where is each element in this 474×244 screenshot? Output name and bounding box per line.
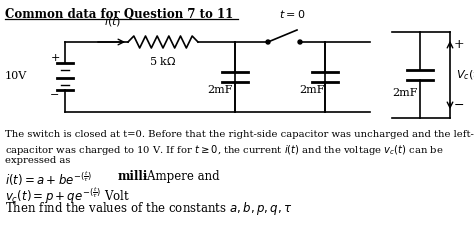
Text: +: + [454,39,465,51]
Text: $i(t) = a + be^{-(\frac{t}{\tau})}$: $i(t) = a + be^{-(\frac{t}{\tau})}$ [5,170,93,188]
Text: 2mF: 2mF [299,85,325,95]
Text: −: − [454,99,465,112]
Text: milli: milli [118,170,148,183]
Text: The switch is closed at t=0. Before that the right-side capacitor was uncharged : The switch is closed at t=0. Before that… [5,130,474,139]
Circle shape [266,40,270,44]
Text: 10V: 10V [5,71,27,81]
Text: 2mF: 2mF [392,88,418,98]
Text: $V_c(t)$: $V_c(t)$ [456,68,474,82]
Text: Then find the values of the constants $a, b, p, q, \tau$: Then find the values of the constants $a… [5,200,292,217]
Text: capacitor was charged to 10 V. If for $t \geq 0$, the current $i(t)$ and the vol: capacitor was charged to 10 V. If for $t… [5,143,444,157]
Text: −: − [50,90,60,100]
Text: Common data for Question 7 to 11: Common data for Question 7 to 11 [5,8,233,21]
Circle shape [298,40,302,44]
Text: $t=0$: $t=0$ [279,8,305,20]
Text: +: + [50,53,60,63]
Text: expressed as: expressed as [5,156,70,165]
Text: 2mF: 2mF [207,85,233,95]
Text: 5 k$\Omega$: 5 k$\Omega$ [149,55,177,67]
Text: $v_c(t) = p + qe^{-(\frac{t}{\tau})}$ Volt: $v_c(t) = p + qe^{-(\frac{t}{\tau})}$ Vo… [5,186,130,206]
Text: $i(t)$: $i(t)$ [104,15,122,28]
Text: -Ampere and: -Ampere and [143,170,219,183]
